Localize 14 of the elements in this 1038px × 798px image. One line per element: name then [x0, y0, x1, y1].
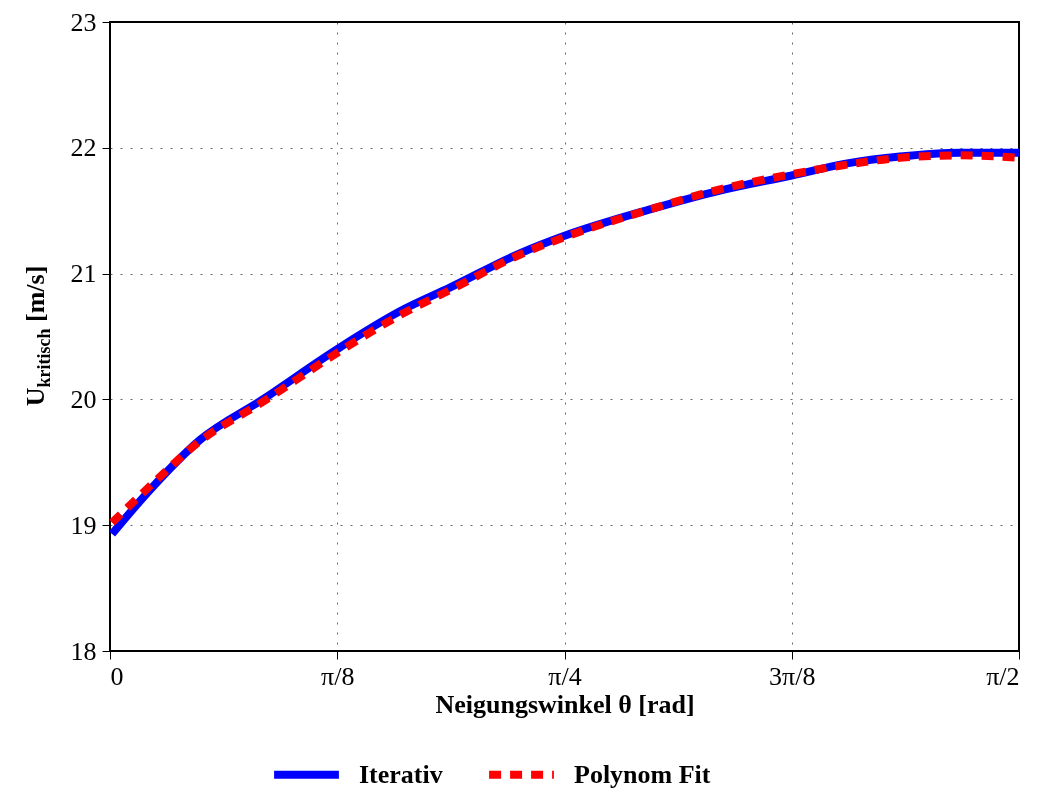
- y-tick-label: 20: [70, 384, 97, 414]
- y-tick-label: 22: [70, 133, 97, 163]
- legend-label: Polynom Fit: [574, 759, 711, 789]
- y-tick-label: 18: [70, 636, 97, 666]
- y-tick-label: 23: [70, 7, 97, 37]
- x-axis-title: Neigungswinkel θ [rad]: [435, 689, 695, 719]
- x-tick-label: 0: [110, 661, 124, 691]
- legend-label: Iterativ: [359, 759, 443, 789]
- x-tick-label: π/2: [986, 661, 1020, 691]
- y-tick-label: 19: [70, 510, 97, 540]
- x-tick-label: π/8: [321, 661, 355, 691]
- x-tick-label: 3π/8: [769, 661, 816, 691]
- y-tick-label: 21: [70, 259, 97, 289]
- x-tick-label: π/4: [548, 661, 582, 691]
